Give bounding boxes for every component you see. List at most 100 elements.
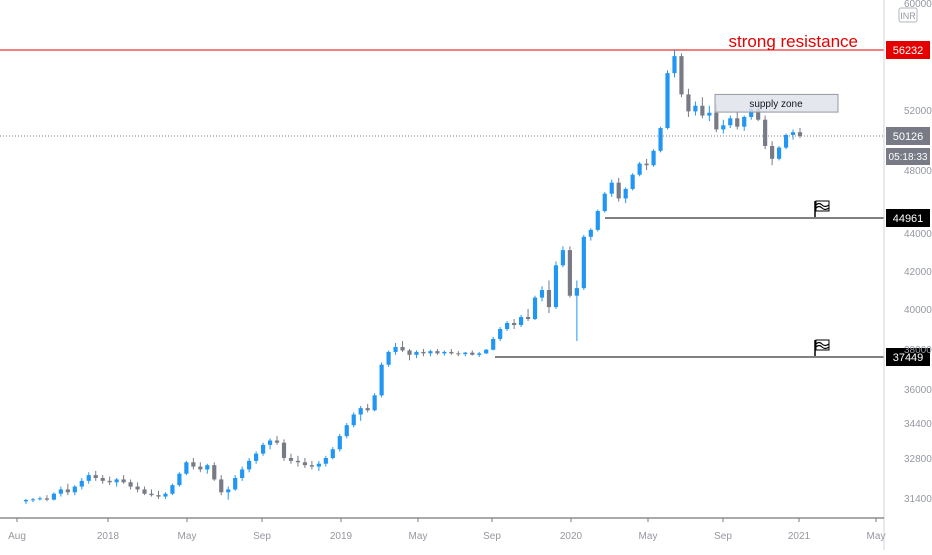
candle-body	[288, 458, 294, 461]
candle-body	[128, 482, 133, 487]
candle-body	[254, 453, 259, 461]
candle-body	[72, 486, 77, 493]
candle-body	[302, 462, 308, 466]
candle-body	[449, 351, 454, 354]
candle	[23, 498, 29, 504]
candle	[505, 321, 510, 331]
x-tick-label: May	[867, 531, 886, 542]
candle-body	[330, 449, 335, 458]
candle	[414, 350, 419, 359]
x-tick-label: Sep	[253, 531, 271, 542]
candle-body	[212, 465, 217, 480]
candle	[602, 192, 607, 213]
candle	[58, 486, 63, 497]
candle-body	[107, 480, 112, 483]
candle	[484, 349, 489, 355]
price-tag	[886, 348, 930, 366]
candle	[679, 53, 684, 98]
candle	[421, 349, 426, 357]
candle-body	[435, 351, 440, 354]
x-tick-label: Aug	[8, 531, 26, 542]
candle	[365, 403, 370, 413]
candle	[128, 479, 133, 490]
candle	[560, 246, 566, 268]
candle-body	[135, 486, 140, 490]
candle	[288, 453, 294, 464]
x-tick-label: 2021	[788, 531, 811, 542]
candle-body	[742, 116, 747, 127]
candle	[281, 439, 287, 461]
candle-body	[581, 236, 586, 289]
candle-body	[65, 489, 70, 493]
candle	[539, 286, 545, 302]
candle-body	[142, 489, 147, 494]
x-tick-label: 2018	[97, 531, 120, 542]
candle-body	[588, 229, 593, 237]
candle-body	[567, 250, 572, 296]
candle	[267, 438, 273, 450]
price-tag-label: 37449	[893, 352, 924, 364]
candle	[672, 50, 677, 78]
candle	[351, 412, 356, 428]
candle	[630, 173, 635, 191]
candle	[184, 460, 189, 476]
candle-body	[721, 125, 726, 130]
price-tag-label: 44961	[893, 213, 924, 225]
candle	[518, 315, 524, 327]
candle-body	[365, 408, 370, 411]
candle-body	[505, 323, 510, 329]
candle-body	[735, 118, 740, 127]
candle	[609, 179, 614, 197]
candle-body	[414, 351, 419, 355]
candle-body	[86, 475, 91, 481]
candle	[337, 433, 342, 452]
y-tick-label: 34400	[904, 419, 932, 430]
candle	[156, 490, 161, 499]
supply-zone-label: supply zone	[749, 99, 803, 110]
candle-body	[518, 317, 524, 325]
candle-body	[274, 440, 280, 443]
candle-body	[749, 108, 754, 117]
candle-body	[609, 182, 614, 194]
candle	[735, 111, 740, 130]
candle-layer	[23, 50, 803, 504]
candle	[379, 362, 384, 398]
candle	[226, 486, 231, 500]
candle	[428, 349, 433, 357]
x-tick-label: 2020	[560, 531, 583, 542]
candle	[686, 88, 691, 117]
candle-body	[763, 119, 768, 147]
candle	[707, 105, 712, 122]
candle-body	[233, 478, 238, 490]
candle	[149, 489, 154, 497]
candle	[344, 423, 349, 439]
candle	[456, 351, 461, 357]
candle-body	[616, 182, 621, 199]
candle	[386, 350, 391, 367]
supply-zone-box[interactable]	[714, 93, 839, 113]
candle-body	[407, 350, 412, 355]
candle-body	[498, 329, 503, 339]
candle-body	[393, 347, 398, 352]
candle	[776, 146, 782, 161]
candle-body	[386, 351, 391, 365]
candle-body	[665, 73, 670, 129]
candle-body	[184, 462, 189, 474]
candle-body	[651, 150, 656, 166]
candle	[219, 475, 224, 496]
candle	[721, 119, 726, 134]
candle	[595, 209, 600, 232]
x-tick-label: 2019	[330, 531, 353, 542]
candle	[170, 483, 175, 496]
candle	[114, 478, 119, 487]
y-tick-label: 48000	[904, 166, 932, 177]
candle	[693, 101, 698, 116]
candle	[295, 455, 301, 467]
candle-body	[574, 288, 579, 296]
candle-body	[344, 425, 349, 437]
candle	[212, 462, 217, 481]
